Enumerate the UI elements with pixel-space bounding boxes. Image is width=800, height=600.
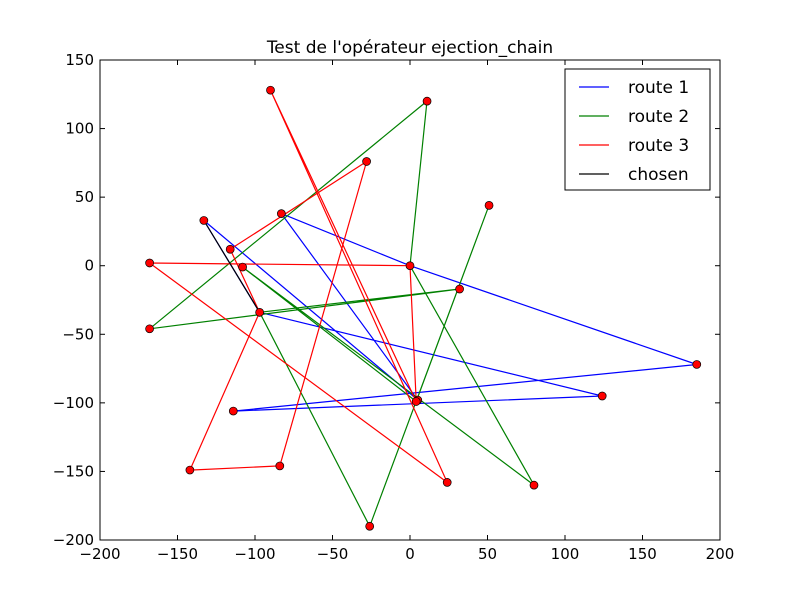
y-tick-label: 150 [65,51,94,69]
data-point-13 [455,284,464,294]
data-point-12 [365,521,375,531]
x-tick-label: 50 [478,545,497,563]
y-axis: 150 100 50 0 −50 −100 −150 −200 [53,51,720,549]
points-layer [145,85,702,531]
legend: route 1 route 2 route 3 chosen [564,68,711,191]
y-tick-label: −100 [53,394,94,412]
data-point-11 [484,201,494,210]
x-tick-label: −200 [79,545,120,563]
data-point-18 [266,85,275,95]
x-tick-label: 0 [405,545,415,563]
data-point-8 [529,480,539,490]
y-tick-label: −50 [62,325,94,343]
data-point-19 [275,461,285,471]
x-tick-label: −150 [157,545,198,563]
data-point-5 [597,391,607,401]
data-point-17 [442,478,452,487]
data-point-3 [199,216,209,225]
data-point-10 [411,397,421,406]
legend-label-chosen: chosen [628,165,689,185]
legend-label-route-2: route 2 [628,107,689,127]
data-point-4 [255,307,264,317]
series-line-route-3-2 [149,89,448,483]
data-point-15 [422,96,432,106]
data-point-0 [405,261,415,271]
data-point-20 [185,465,195,475]
x-tick-label: 100 [551,545,580,563]
x-axis: −200 −150 −100 −50 0 50 100 150 200 [79,60,734,563]
data-point-16 [145,258,154,268]
y-tick-label: −200 [53,531,94,549]
x-tick-label: 200 [706,545,735,563]
y-tick-label: 50 [75,188,94,206]
data-point-21 [225,244,235,254]
y-tick-label: 100 [65,120,94,138]
x-tick-label: −50 [317,545,349,563]
y-tick-label: −150 [53,462,94,480]
data-point-22 [362,157,371,166]
y-tick-label: 0 [84,257,94,275]
data-point-1 [277,209,286,218]
series-line-chosen-4 [203,220,261,313]
data-point-9 [238,262,247,272]
chart-title: Test de l'opérateur ejection_chain [266,38,553,58]
legend-box [564,68,711,191]
legend-label-route-3: route 3 [628,136,689,156]
data-point-14 [145,324,154,334]
data-point-6 [228,406,238,416]
series-line-route-3-3 [189,160,368,471]
x-tick-label: −100 [234,545,275,563]
x-tick-label: 150 [628,545,657,563]
legend-label-route-1: route 1 [628,78,689,98]
data-point-7 [692,360,702,369]
